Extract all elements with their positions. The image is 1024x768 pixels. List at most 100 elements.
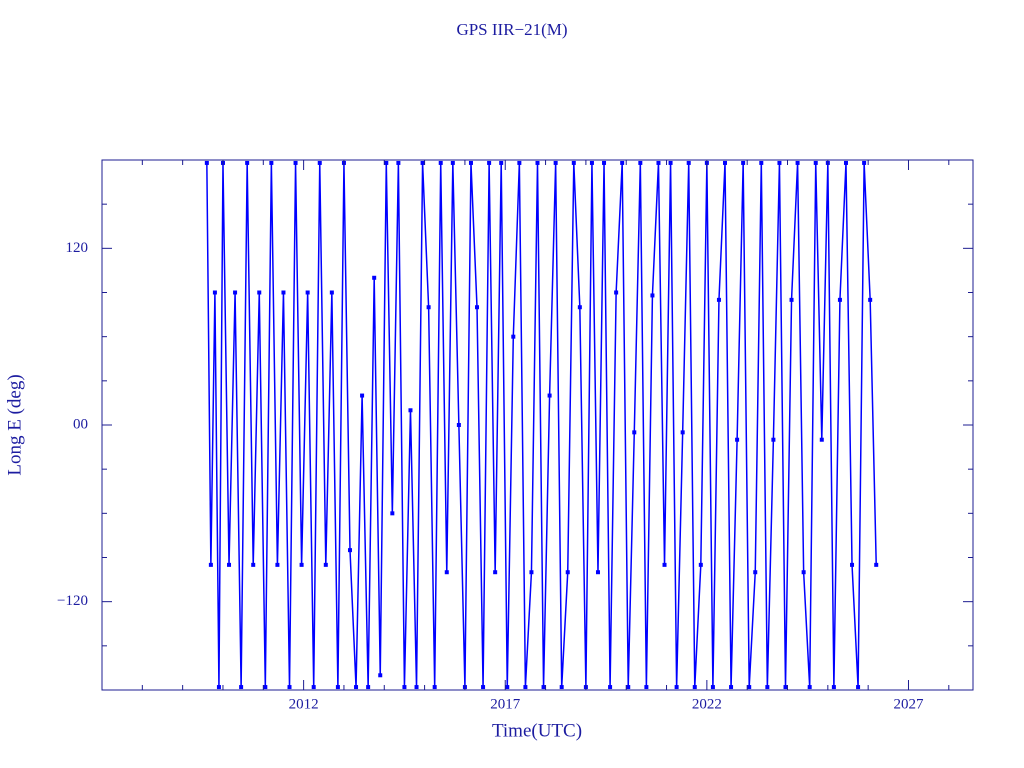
data-point [595,570,600,575]
y-tick-label: 00 [73,416,88,432]
data-point [456,423,461,427]
data-point [487,160,492,165]
data-point [535,160,540,165]
data-point [360,393,365,398]
data-point [420,160,425,165]
data-point [366,685,371,690]
data-point [499,160,504,165]
data-point [329,290,334,295]
data-point [735,437,740,442]
data-point [547,393,552,398]
data-point [771,437,776,442]
data-point [323,562,328,567]
y-axis-label: Long E (deg) [4,374,25,475]
data-point [384,160,389,165]
data-point [729,685,734,690]
data-point [680,430,685,435]
data-point [263,685,268,690]
data-point [517,160,522,165]
data-point [408,408,413,413]
data-point [698,562,703,567]
y-tick-label: 120 [66,240,89,256]
data-point [747,685,752,690]
data-point [245,160,250,165]
data-point [656,160,661,165]
data-point [753,570,758,575]
data-point [372,275,377,280]
data-point [759,160,764,165]
data-point [293,160,298,165]
data-point [632,430,637,435]
data-point [239,685,244,690]
data-point [644,685,649,690]
data-point [269,160,274,165]
data-point [856,685,861,690]
data-point [299,562,304,567]
data-point [837,297,842,302]
data-point [789,297,794,302]
data-point [450,160,455,165]
data-line [206,162,877,688]
data-point [614,290,619,295]
data-point [438,160,443,165]
data-point [795,160,800,165]
data-point [626,685,631,690]
data-point [414,685,419,690]
x-tick-label: 2017 [490,696,521,712]
data-point [475,305,480,310]
data-point [227,562,232,567]
data-point [523,685,528,690]
data-point [257,290,262,295]
data-point [710,685,715,690]
data-point [589,160,594,165]
data-point [674,685,679,690]
data-point [620,160,625,165]
data-point [432,685,437,690]
data-point [493,570,498,575]
data-point [216,685,221,690]
data-point [571,160,576,165]
data-point [347,548,352,553]
data-point [251,562,256,567]
data-point [783,685,788,690]
data-point [481,685,486,690]
data-point [843,160,848,165]
data-point [807,685,812,690]
data-point [850,562,855,567]
data-point [505,685,510,690]
data-point [608,685,613,690]
data-point [692,685,697,690]
data-point [874,562,879,567]
data-point [668,160,673,165]
data-point [311,685,316,690]
data-point [275,562,280,567]
data-point [444,570,449,575]
data-point [813,160,818,165]
data-point [650,293,655,298]
data-point [716,297,721,302]
x-axis-label: Time(UTC) [492,720,582,741]
data-point [378,673,383,678]
y-tick-label: −120 [57,593,88,609]
data-point [287,685,292,690]
data-point [212,290,217,295]
data-point [541,685,546,690]
data-point [638,160,643,165]
data-point [723,160,728,165]
data-point [204,160,209,165]
data-point [662,562,667,567]
data-point [468,160,473,165]
x-tick-label: 2027 [893,696,924,712]
chart-title: GPS IIR−21(M) [456,20,567,39]
data-point [354,685,359,690]
data-point [305,290,310,295]
data-point [396,160,401,165]
data-point [831,685,836,690]
data-point [862,160,867,165]
data-point [565,570,570,575]
data-point [208,562,213,567]
data-point [777,160,782,165]
x-tick-label: 2012 [289,696,319,712]
